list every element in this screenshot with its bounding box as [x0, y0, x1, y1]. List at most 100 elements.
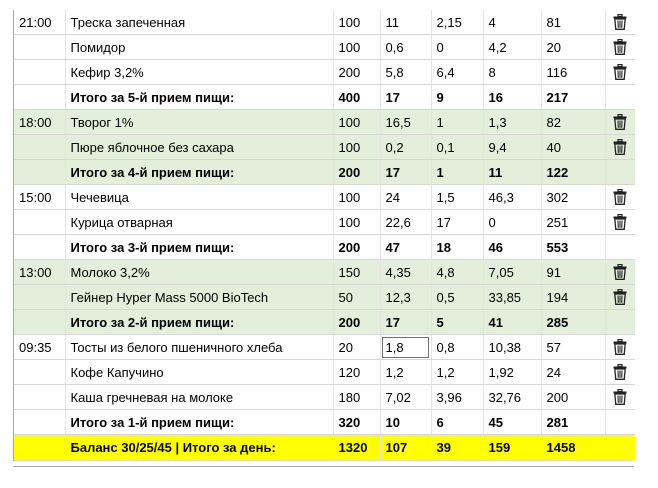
- food-carbs-cell[interactable]: 7,05: [483, 259, 542, 285]
- food-weight-cell[interactable]: 100: [333, 209, 381, 235]
- food-weight-cell[interactable]: 200: [333, 59, 381, 85]
- table-bottom-border: [13, 466, 634, 467]
- food-weight-cell[interactable]: 50: [333, 284, 381, 310]
- food-weight-cell[interactable]: 100: [333, 134, 381, 160]
- trash-icon: [613, 14, 627, 31]
- food-fat-cell[interactable]: 0,5: [431, 284, 484, 310]
- food-protein-cell[interactable]: 24: [380, 184, 432, 210]
- food-protein-cell[interactable]: 4,35: [380, 259, 432, 285]
- food-row: Курица отварная 100 22,6 17 0 251: [14, 209, 635, 235]
- food-carbs-cell[interactable]: 9,4: [483, 134, 542, 160]
- food-kcal-cell[interactable]: 81: [541, 10, 606, 35]
- food-protein-cell[interactable]: 1,2: [380, 359, 432, 385]
- food-protein-cell[interactable]: 5,8: [380, 59, 432, 85]
- food-fat-cell[interactable]: 1,2: [431, 359, 484, 385]
- delete-food-button[interactable]: [605, 284, 635, 310]
- meal-total-protein: 10: [380, 409, 432, 435]
- food-carbs-cell[interactable]: 1,92: [483, 359, 542, 385]
- food-weight-cell[interactable]: 150: [333, 259, 381, 285]
- food-protein-cell[interactable]: 1,8: [380, 334, 432, 360]
- food-weight-cell[interactable]: 20: [333, 334, 381, 360]
- food-protein-cell[interactable]: 0,2: [380, 134, 432, 160]
- food-weight-cell[interactable]: 100: [333, 34, 381, 60]
- delete-food-button[interactable]: [605, 334, 635, 360]
- food-carbs-cell[interactable]: 0: [483, 209, 542, 235]
- food-carbs-cell[interactable]: 4: [483, 10, 542, 35]
- trash-icon: [613, 264, 627, 281]
- food-carbs-cell[interactable]: 32,76: [483, 384, 542, 410]
- food-protein-cell[interactable]: 7,02: [380, 384, 432, 410]
- food-weight-cell[interactable]: 100: [333, 184, 381, 210]
- meal-total-row: Итого за 4-й прием пищи: 200 17 1 11 122: [14, 159, 635, 185]
- food-kcal-cell[interactable]: 57: [541, 334, 606, 360]
- food-fat-cell[interactable]: 0,8: [431, 334, 484, 360]
- food-protein-cell[interactable]: 22,6: [380, 209, 432, 235]
- delete-food-button[interactable]: [605, 359, 635, 385]
- trash-icon: [613, 364, 627, 381]
- meal-total-carbs: 46: [483, 234, 542, 260]
- food-fat-cell[interactable]: 0: [431, 34, 484, 60]
- food-fat-cell[interactable]: 1,5: [431, 184, 484, 210]
- delete-food-button[interactable]: [605, 134, 635, 160]
- food-kcal-cell[interactable]: 20: [541, 34, 606, 60]
- food-name: Тосты из белого пшеничного хлеба: [65, 334, 334, 360]
- delete-food-button[interactable]: [605, 209, 635, 235]
- day-total-fat: 39: [431, 434, 484, 461]
- food-fat-cell[interactable]: 3,96: [431, 384, 484, 410]
- meal-total-fat: 1: [431, 159, 484, 185]
- food-fat-cell[interactable]: 0,1: [431, 134, 484, 160]
- meal-total-weight: 320: [333, 409, 381, 435]
- food-kcal-cell[interactable]: 24: [541, 359, 606, 385]
- delete-food-button[interactable]: [605, 109, 635, 135]
- food-kcal-cell[interactable]: 251: [541, 209, 606, 235]
- food-carbs-cell[interactable]: 46,3: [483, 184, 542, 210]
- food-fat-cell[interactable]: 1: [431, 109, 484, 135]
- food-carbs-cell[interactable]: 33,85: [483, 284, 542, 310]
- delete-food-button[interactable]: [605, 34, 635, 60]
- food-weight-cell[interactable]: 120: [333, 359, 381, 385]
- food-protein-cell[interactable]: 0,6: [380, 34, 432, 60]
- food-carbs-cell[interactable]: 8: [483, 59, 542, 85]
- trash-icon: [613, 214, 627, 231]
- food-protein-cell[interactable]: 16,5: [380, 109, 432, 135]
- meal-total-kcal: 285: [541, 309, 606, 335]
- total-time-empty: [14, 309, 66, 335]
- food-carbs-cell[interactable]: 1,3: [483, 109, 542, 135]
- food-kcal-cell[interactable]: 40: [541, 134, 606, 160]
- meal-total-carbs: 11: [483, 159, 542, 185]
- food-weight-cell[interactable]: 100: [333, 109, 381, 135]
- delete-food-button[interactable]: [605, 184, 635, 210]
- delete-food-button[interactable]: [605, 10, 635, 35]
- delete-food-button[interactable]: [605, 259, 635, 285]
- food-protein-cell[interactable]: 12,3: [380, 284, 432, 310]
- delete-food-button[interactable]: [605, 59, 635, 85]
- food-name: Молоко 3,2%: [65, 259, 334, 285]
- food-weight-cell[interactable]: 100: [333, 10, 381, 35]
- food-kcal-cell[interactable]: 302: [541, 184, 606, 210]
- delete-food-button[interactable]: [605, 384, 635, 410]
- food-fat-cell[interactable]: 4,8: [431, 259, 484, 285]
- food-weight-cell[interactable]: 180: [333, 384, 381, 410]
- meal-time: 18:00: [14, 109, 66, 135]
- food-carbs-cell[interactable]: 10,38: [483, 334, 542, 360]
- meal-time-empty: [14, 359, 66, 385]
- food-kcal-cell[interactable]: 116: [541, 59, 606, 85]
- food-kcal-cell[interactable]: 82: [541, 109, 606, 135]
- trash-icon: [613, 64, 627, 81]
- food-fat-cell[interactable]: 2,15: [431, 10, 484, 35]
- meal-time-empty: [14, 134, 66, 160]
- food-kcal-cell[interactable]: 194: [541, 284, 606, 310]
- food-name: Пюре яблочное без сахара: [65, 134, 334, 160]
- food-carbs-cell[interactable]: 4,2: [483, 34, 542, 60]
- food-name: Чечевица: [65, 184, 334, 210]
- food-kcal-cell[interactable]: 200: [541, 384, 606, 410]
- meal-time: 21:00: [14, 10, 66, 35]
- food-row: 13:00 Молоко 3,2% 150 4,35 4,8 7,05 91: [14, 259, 635, 285]
- food-fat-cell[interactable]: 17: [431, 209, 484, 235]
- food-kcal-cell[interactable]: 91: [541, 259, 606, 285]
- food-fat-cell[interactable]: 6,4: [431, 59, 484, 85]
- meal-total-kcal: 122: [541, 159, 606, 185]
- meal-total-row: Итого за 2-й прием пищи: 200 17 5 41 285: [14, 309, 635, 335]
- total-delete-empty: [605, 309, 635, 335]
- food-protein-cell[interactable]: 11: [380, 10, 432, 35]
